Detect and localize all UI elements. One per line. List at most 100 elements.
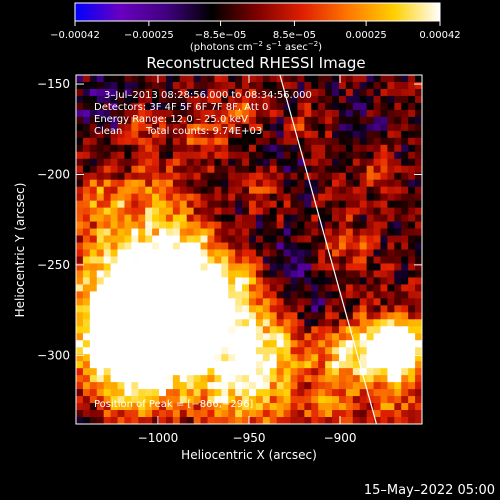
- heatmap-cell: [359, 291, 368, 299]
- heatmap-cell: [366, 228, 375, 237]
- heatmap-cell: [408, 263, 416, 272]
- heatmap-cell: [76, 75, 84, 83]
- heatmap-cell: [311, 403, 319, 411]
- heatmap-cell: [117, 235, 126, 244]
- heatmap-cell: [394, 354, 402, 362]
- heatmap-cell: [276, 228, 285, 237]
- heatmap-cell: [255, 228, 264, 237]
- heatmap-cell: [82, 172, 91, 181]
- heatmap-cell: [394, 116, 402, 125]
- heatmap-cell: [159, 410, 167, 418]
- heatmap-cell: [269, 144, 278, 153]
- heatmap-cell: [408, 354, 416, 362]
- heatmap-cell: [179, 144, 188, 153]
- heatmap-cell: [387, 109, 395, 118]
- heatmap-cell: [325, 235, 333, 244]
- heatmap-cell: [262, 256, 271, 265]
- heatmap-cell: [172, 179, 181, 188]
- heatmap-cell: [325, 116, 333, 125]
- heatmap-cell: [103, 186, 112, 195]
- heatmap-cell: [387, 137, 395, 146]
- heatmap-cell: [221, 284, 229, 292]
- heatmap-cell: [228, 312, 236, 320]
- heatmap-cell: [82, 81, 91, 90]
- heatmap-cell: [338, 158, 347, 167]
- heatmap-cell: [110, 123, 119, 132]
- heatmap-cell: [283, 284, 292, 292]
- heatmap-cell: [394, 389, 402, 397]
- heatmap-cell: [172, 88, 181, 97]
- heatmap-cell: [138, 417, 146, 424]
- heatmap-cell: [152, 200, 160, 209]
- heatmap-cell: [124, 88, 132, 97]
- heatmap-cell: [228, 291, 236, 299]
- heatmap-cell: [159, 221, 167, 230]
- heatmap-cell: [290, 102, 299, 111]
- heatmap-cell: [193, 109, 202, 118]
- heatmap-cell: [304, 214, 312, 223]
- heatmap-cell: [110, 368, 119, 376]
- heatmap-cell: [103, 354, 112, 362]
- heatmap-cell: [255, 144, 264, 153]
- heatmap-cell: [290, 221, 299, 230]
- heatmap-cell: [214, 368, 222, 376]
- heatmap-cell: [228, 417, 236, 424]
- heatmap-cell: [415, 340, 422, 348]
- heatmap-cell: [138, 263, 146, 272]
- heatmap-cell: [131, 319, 139, 327]
- heatmap-cell: [366, 312, 375, 320]
- heatmap-cell: [110, 81, 119, 90]
- colorbar-unit-label: (photons cm−2 s−1 asec−2): [190, 40, 322, 53]
- heatmap-cell: [325, 354, 333, 362]
- heatmap-cell: [103, 263, 112, 272]
- heatmap-cell: [269, 88, 278, 97]
- heatmap-cell: [249, 410, 257, 418]
- heatmap-cell: [283, 88, 292, 97]
- heatmap-cell: [110, 75, 119, 83]
- heatmap-cell: [345, 291, 354, 299]
- heatmap-cell: [276, 382, 285, 390]
- heatmap-cell: [366, 221, 375, 230]
- heatmap-cell: [89, 130, 98, 139]
- heatmap-cell: [214, 102, 222, 111]
- heatmap-cell: [193, 340, 202, 348]
- heatmap-cell: [269, 137, 278, 146]
- heatmap-cell: [408, 333, 416, 341]
- heatmap-cell: [373, 333, 382, 341]
- heatmap-cell: [380, 249, 388, 258]
- heatmap-cell: [138, 200, 146, 209]
- heatmap-cell: [318, 354, 326, 362]
- heatmap-cell: [338, 207, 347, 216]
- heatmap-cell: [311, 375, 319, 383]
- heatmap-cell: [110, 312, 119, 320]
- heatmap-cell: [89, 200, 98, 209]
- heatmap-cell: [186, 102, 195, 111]
- heatmap-cell: [186, 354, 195, 362]
- heatmap-cell: [159, 277, 167, 285]
- heatmap-cell: [152, 109, 160, 118]
- heatmap-cell: [276, 298, 285, 306]
- heatmap-cell: [366, 193, 375, 202]
- heatmap-cell: [325, 277, 333, 285]
- heatmap-cell: [131, 354, 139, 362]
- heatmap-cell: [338, 312, 347, 320]
- heatmap-cell: [82, 410, 91, 418]
- heatmap-cell: [235, 137, 243, 146]
- heatmap-cell: [103, 207, 112, 216]
- heatmap-cell: [249, 284, 257, 292]
- heatmap-cell: [96, 130, 105, 139]
- heatmap-cell: [159, 368, 167, 376]
- heatmap-cell: [325, 403, 333, 411]
- heatmap-cell: [138, 165, 146, 174]
- heatmap-cell: [103, 172, 112, 181]
- heatmap-cell: [145, 333, 153, 341]
- heatmap-cell: [89, 354, 98, 362]
- heatmap-cell: [172, 284, 181, 292]
- heatmap-cell: [82, 396, 91, 404]
- heatmap-cell: [394, 305, 402, 313]
- heatmap-cell: [138, 186, 146, 195]
- heatmap-cell: [117, 361, 126, 369]
- heatmap-cell: [332, 179, 340, 188]
- heatmap-cell: [408, 305, 416, 313]
- heatmap-cell: [145, 361, 153, 369]
